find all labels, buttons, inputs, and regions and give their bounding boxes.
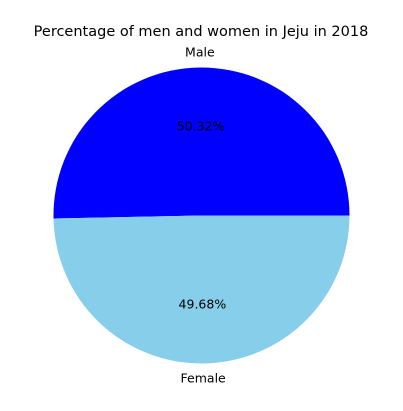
percent-label-female: 49.68% [179, 296, 227, 311]
pie-labels: Male 50.32% Female 49.68% [177, 45, 227, 386]
percent-label-male: 50.32% [177, 119, 225, 134]
pie-slice-male [53, 67, 350, 219]
chart-title: Percentage of men and women in Jeju in 2… [34, 24, 369, 40]
category-label-male: Male [185, 45, 215, 60]
pie-slices [53, 67, 350, 364]
pie-slice-female [53, 215, 350, 364]
category-label-female: Female [181, 370, 227, 385]
